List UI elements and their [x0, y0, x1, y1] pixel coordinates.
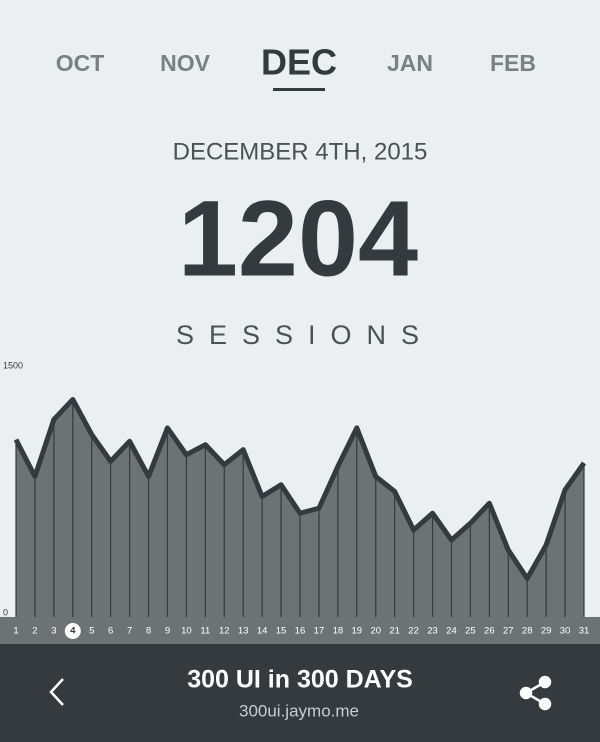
x-tick-label[interactable]: 29: [541, 626, 552, 637]
x-tick-label[interactable]: 15: [276, 626, 287, 637]
tick-strip: [0, 617, 600, 644]
footer-title: 300 UI in 300 DAYS: [187, 666, 413, 694]
y-tick-label: 1500: [3, 360, 23, 370]
back-button[interactable]: [49, 678, 64, 706]
x-tick-label[interactable]: 3: [51, 626, 56, 637]
month-tab[interactable]: FEB: [490, 50, 536, 76]
month-tab[interactable]: JAN: [387, 50, 433, 76]
x-tick-label[interactable]: 13: [238, 626, 249, 637]
x-tick-label[interactable]: 28: [522, 626, 533, 637]
x-tick-label[interactable]: 9: [165, 626, 170, 637]
x-tick-label[interactable]: 17: [314, 626, 325, 637]
footer-bar: [0, 644, 600, 742]
x-tick-label[interactable]: 30: [560, 626, 571, 637]
x-tick-label[interactable]: 5: [89, 626, 94, 637]
x-tick-label[interactable]: 8: [146, 626, 151, 637]
selected-day[interactable]: [64, 623, 81, 639]
x-tick-label[interactable]: 31: [579, 626, 590, 637]
x-tick-label[interactable]: 19: [352, 626, 363, 637]
x-tick-label[interactable]: 10: [181, 626, 192, 637]
x-tick-label[interactable]: 27: [503, 626, 514, 637]
x-tick-label[interactable]: 14: [257, 626, 268, 637]
x-tick-label[interactable]: 7: [127, 626, 132, 637]
x-tick-label[interactable]: 21: [389, 626, 400, 637]
x-tick-label[interactable]: 18: [333, 626, 344, 637]
x-tick-label[interactable]: 24: [446, 626, 457, 637]
x-tick-label[interactable]: 4: [70, 626, 76, 637]
x-tick-label[interactable]: 12: [219, 626, 230, 637]
month-tab[interactable]: NOV: [160, 50, 211, 76]
x-tick-label[interactable]: 6: [108, 626, 113, 637]
x-tick-label[interactable]: 1: [13, 626, 18, 637]
x-tick-label[interactable]: 26: [484, 626, 495, 637]
x-tick-label[interactable]: 11: [200, 626, 210, 637]
footer-url: 300ui.jaymo.me: [239, 701, 359, 720]
sessions-label: SESSIONS: [176, 320, 434, 350]
x-tick-label[interactable]: 16: [295, 626, 306, 637]
share-button[interactable]: [519, 675, 552, 711]
month-tab[interactable]: DEC: [261, 42, 337, 83]
month-tab[interactable]: OCT: [56, 50, 105, 76]
x-tick-label[interactable]: 25: [465, 626, 476, 637]
sessions-value: 1204: [178, 178, 418, 299]
x-tick-label[interactable]: 20: [370, 626, 381, 637]
x-tick-label[interactable]: 22: [408, 626, 419, 637]
x-tick-label[interactable]: 2: [32, 626, 37, 637]
month-underline: [273, 88, 325, 91]
line: [13, 396, 587, 582]
x-tick-label[interactable]: 23: [427, 626, 438, 637]
date: DECEMBER 4TH, 2015: [173, 138, 428, 165]
y-tick-label: 0: [3, 607, 8, 617]
